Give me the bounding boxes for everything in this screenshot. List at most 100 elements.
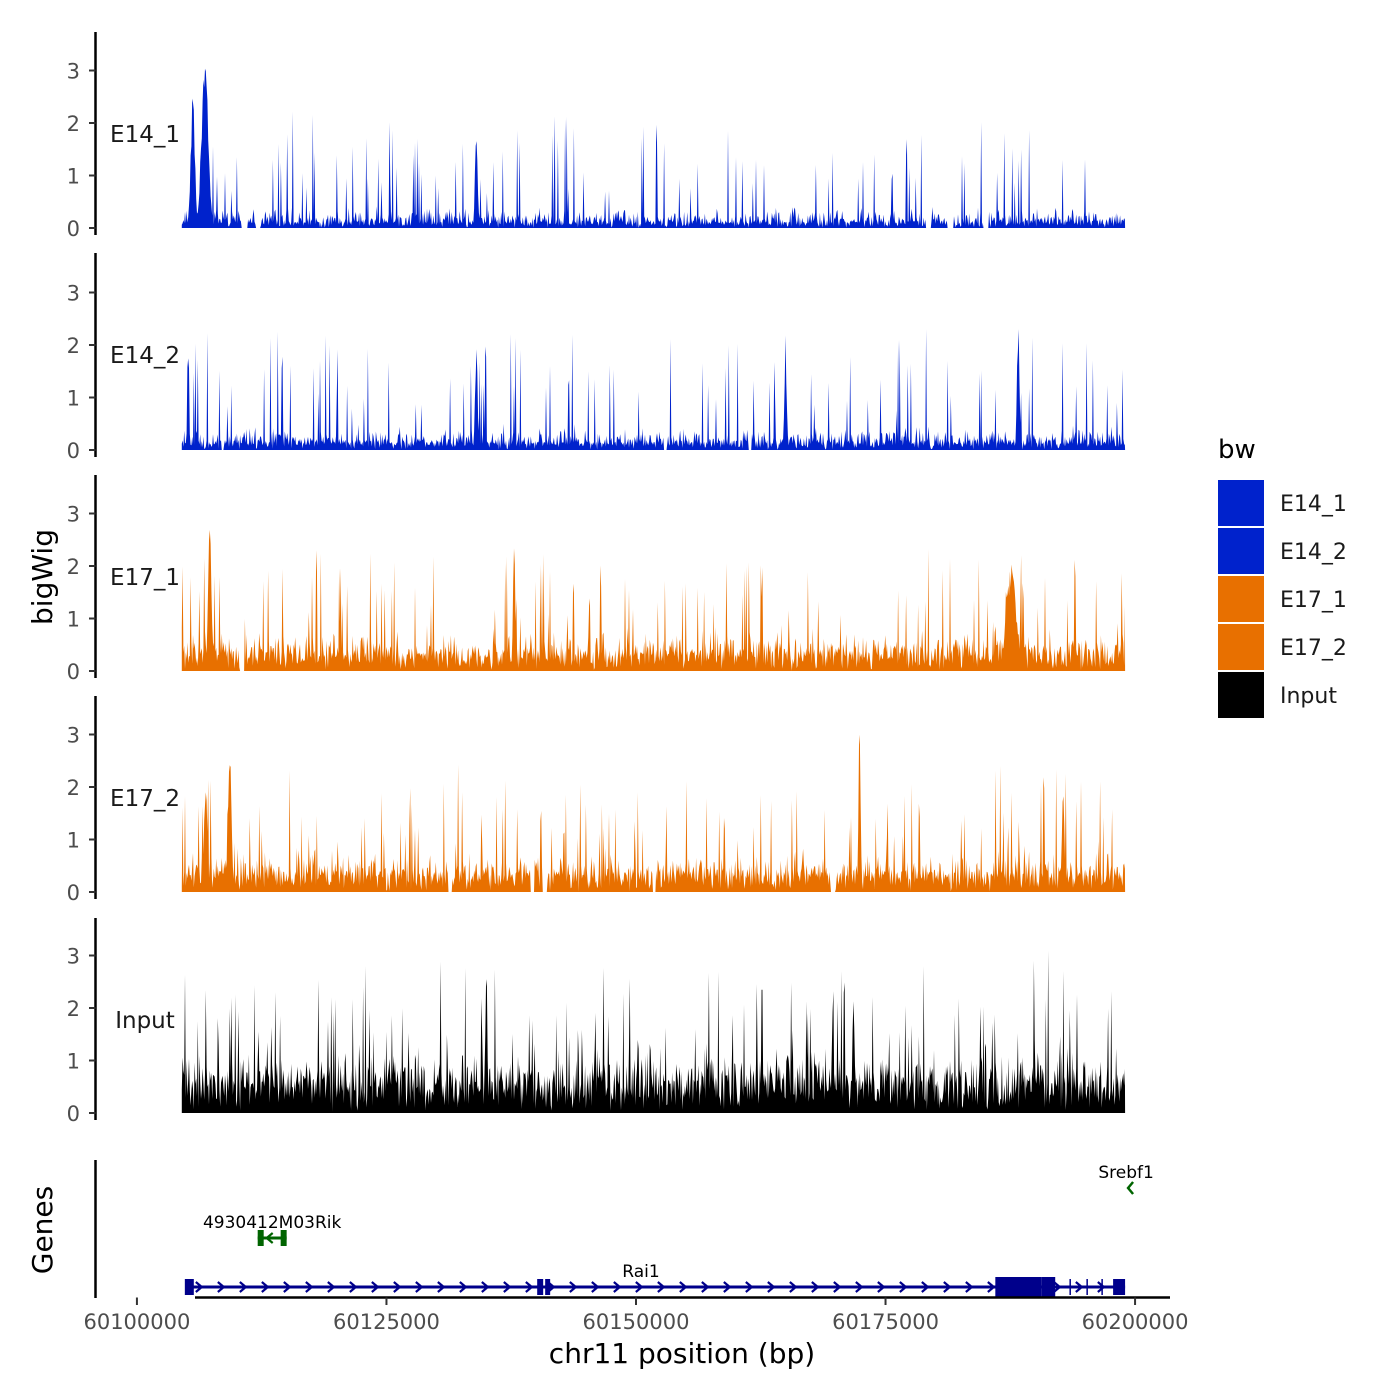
legend-key-E14_2 <box>1218 528 1264 574</box>
gene-strand-arrow <box>657 1281 666 1293</box>
gene-label-Rai1: Rai1 <box>622 1262 659 1282</box>
gene-strand-arrow <box>217 1281 226 1293</box>
gene-exon <box>1041 1277 1056 1297</box>
gene-strand-arrow <box>415 1281 424 1293</box>
gene-strand-arrow <box>635 1281 644 1293</box>
legend-label-E14_1: E14_1 <box>1280 492 1347 517</box>
y-tick-label: 3 <box>67 503 80 527</box>
track-E14_1: 0 1 2 3 E14_1 <box>67 32 1126 241</box>
legend-key-E17_1 <box>1218 576 1264 622</box>
gene-strand-arrow <box>1097 1281 1106 1293</box>
y-tick-label: 0 <box>67 439 80 463</box>
gene-strand-arrow <box>283 1281 292 1293</box>
x-axis: 60100000 60125000 60150000 60175000 60200000 <box>83 1296 1189 1334</box>
gene-strand-arrow <box>899 1281 908 1293</box>
track-E14_2: 0 1 2 3 E14_2 <box>67 253 1126 463</box>
gene-strand-arrow <box>987 1281 996 1293</box>
x-tick-label: 60150000 <box>583 1310 690 1334</box>
y-tick-label: 1 <box>67 165 80 189</box>
track-label-Input: Input <box>115 1008 175 1034</box>
legend-label-E14_2: E14_2 <box>1280 540 1347 565</box>
y-tick-label: 2 <box>67 112 80 136</box>
gene-strand-arrow <box>1126 1181 1135 1195</box>
coverage-area-E17_2 <box>181 734 1126 892</box>
gene-strand-arrow <box>327 1281 336 1293</box>
legend: bw E14_1 E14_2 E17_1 E17_2 Input <box>1218 435 1347 718</box>
y-tick-label: 0 <box>67 660 80 684</box>
track-E17_1: 0 1 2 3 E17_1 <box>67 475 1126 684</box>
legend-label-E17_2: E17_2 <box>1280 636 1347 661</box>
legend-key-E14_1 <box>1218 480 1264 526</box>
track-label-E17_1: E17_1 <box>110 565 180 591</box>
gene-Srebf1: Srebf1 <box>1098 1163 1154 1195</box>
gene-strand-arrow <box>965 1281 974 1293</box>
gene-strand-arrow <box>943 1281 952 1293</box>
y-tick-label: 0 <box>67 881 80 905</box>
gene-strand-arrow <box>767 1281 776 1293</box>
gene-strand-arrow <box>503 1281 512 1293</box>
coverage-area-E14_2 <box>181 329 1126 450</box>
gene-exon <box>280 1230 287 1246</box>
y-tick-label: 2 <box>67 997 80 1021</box>
coverage-area-E17_1 <box>181 529 1126 671</box>
gene-strand-arrow <box>701 1281 710 1293</box>
track-label-E17_2: E17_2 <box>110 786 180 812</box>
track-Input: 0 1 2 3 Input <box>67 918 1126 1126</box>
y-tick-label: 3 <box>67 724 80 748</box>
legend-title: bw <box>1218 435 1256 465</box>
gene-strand-arrow <box>305 1281 314 1293</box>
legend-key-Input <box>1218 672 1264 718</box>
gene-strand-arrow <box>789 1281 798 1293</box>
gene-exon <box>1113 1279 1126 1295</box>
gene-strand-arrow <box>1075 1281 1084 1293</box>
y-tick-label: 1 <box>67 1050 80 1074</box>
gene-exon <box>184 1279 194 1295</box>
gene-strand-arrow <box>525 1281 534 1293</box>
x-tick-label: 60125000 <box>333 1310 440 1334</box>
gene-Rai1: Rai1 <box>184 1262 1126 1297</box>
gene-strand-arrow <box>195 1281 204 1293</box>
gene-strand-arrow <box>723 1281 732 1293</box>
gene-strand-arrow <box>264 1232 274 1244</box>
gene-label-Srebf1: Srebf1 <box>1098 1163 1153 1183</box>
track-label-E14_2: E14_2 <box>110 343 180 369</box>
track-E17_2: 0 1 2 3 E17_2 <box>67 696 1126 905</box>
gene-strand-arrow <box>261 1281 270 1293</box>
track-label-E14_1: E14_1 <box>110 122 180 148</box>
gene-strand-arrow <box>393 1281 402 1293</box>
coverage-area-E14_1 <box>181 68 1126 228</box>
x-axis-title: chr11 position (bp) <box>549 1337 815 1370</box>
gene-strand-arrow <box>679 1281 688 1293</box>
x-tick-label: 60100000 <box>83 1310 190 1334</box>
genes-axis-title: Genes <box>26 1186 59 1274</box>
gene-strand-arrow <box>569 1281 578 1293</box>
y-tick-label: 1 <box>67 608 80 632</box>
legend-label-E17_1: E17_1 <box>1280 588 1347 613</box>
gene-exon <box>537 1279 544 1295</box>
x-tick-label: 60175000 <box>832 1310 939 1334</box>
y-tick-label: 0 <box>67 217 80 241</box>
gene-strand-arrow <box>371 1281 380 1293</box>
legend-label-Input: Input <box>1280 684 1337 709</box>
y-tick-label: 2 <box>67 334 80 358</box>
gene-strand-arrow <box>349 1281 358 1293</box>
gene-strand-arrow <box>437 1281 446 1293</box>
gene-strand-arrow <box>459 1281 468 1293</box>
gene-strand-arrow <box>613 1281 622 1293</box>
gene-label-4930412M03Rik: 4930412M03Rik <box>203 1213 342 1233</box>
coverage-tracks: 0 1 2 3 E14_1 0 1 2 3 E14_2 0 1 2 3 E17_1 0 1 2 3 E17_2 0 1 2 3… <box>67 32 1126 1126</box>
gene-strand-arrow <box>239 1281 248 1293</box>
gene-strand-arrow <box>833 1281 842 1293</box>
y-tick-label: 3 <box>67 60 80 84</box>
gene-strand-arrow <box>1053 1281 1062 1293</box>
gene-4930412M03Rik: 4930412M03Rik <box>203 1213 342 1246</box>
gene-exon <box>545 1279 551 1295</box>
y-tick-label: 3 <box>67 945 80 969</box>
gene-strand-arrow <box>811 1281 820 1293</box>
gene-strand-arrow <box>921 1281 930 1293</box>
y-tick-label: 3 <box>67 282 80 306</box>
y-tick-label: 0 <box>67 1102 80 1126</box>
gene-strand-arrow <box>591 1281 600 1293</box>
legend-key-E17_2 <box>1218 624 1264 670</box>
